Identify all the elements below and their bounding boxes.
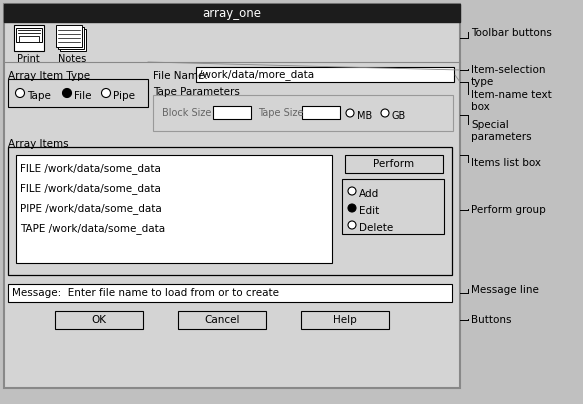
Bar	[60, 29, 86, 51]
Text: Items list box: Items list box	[471, 158, 541, 168]
Bar	[345, 155, 443, 173]
Text: Perform: Perform	[374, 159, 415, 169]
Bar	[213, 106, 251, 119]
Text: Item-name text
box: Item-name text box	[471, 90, 552, 112]
Text: GB: GB	[392, 111, 406, 121]
Text: MB: MB	[357, 111, 373, 121]
Bar	[4, 4, 460, 22]
Circle shape	[381, 109, 389, 117]
Text: File: File	[74, 91, 92, 101]
Text: Buttons: Buttons	[471, 315, 511, 325]
Text: Perform group: Perform group	[471, 205, 546, 215]
Circle shape	[348, 187, 356, 195]
Text: Array Items: Array Items	[8, 139, 69, 149]
Text: Message line: Message line	[471, 285, 539, 295]
Bar	[8, 147, 452, 275]
Text: File Name:: File Name:	[153, 71, 208, 81]
Circle shape	[348, 221, 356, 229]
Text: OK: OK	[92, 315, 107, 325]
Text: Print: Print	[17, 54, 40, 64]
Bar	[301, 311, 389, 329]
Text: Cancel: Cancel	[204, 315, 240, 325]
Text: FILE /work/data/some_data: FILE /work/data/some_data	[20, 183, 161, 194]
Bar	[14, 25, 44, 51]
Bar	[19, 36, 39, 42]
Circle shape	[62, 88, 72, 97]
Bar	[196, 67, 454, 82]
Text: PIPE /work/data/some_data: PIPE /work/data/some_data	[20, 203, 161, 214]
Bar	[58, 27, 84, 49]
Circle shape	[16, 88, 24, 97]
Text: Tape Size: Tape Size	[258, 108, 304, 118]
Bar	[153, 95, 453, 131]
Bar	[302, 106, 340, 119]
Bar	[16, 155, 332, 263]
Bar	[56, 25, 82, 47]
Text: Help: Help	[333, 315, 357, 325]
Text: Array Item Type: Array Item Type	[8, 71, 90, 81]
Text: Pipe: Pipe	[113, 91, 135, 101]
Text: Message:  Enter file name to load from or to create: Message: Enter file name to load from or…	[12, 288, 279, 298]
Bar	[16, 28, 42, 42]
Text: TAPE /work/data/some_data: TAPE /work/data/some_data	[20, 223, 165, 234]
Circle shape	[348, 204, 356, 212]
Circle shape	[101, 88, 111, 97]
Text: FILE /work/data/some_data: FILE /work/data/some_data	[20, 163, 161, 174]
Text: Special
parameters: Special parameters	[471, 120, 532, 141]
Bar	[178, 311, 266, 329]
Text: array_one: array_one	[202, 6, 262, 19]
Text: Add: Add	[359, 189, 380, 199]
Text: Item-selection
type: Item-selection type	[471, 65, 546, 86]
Bar	[4, 4, 460, 388]
Bar	[8, 284, 452, 302]
Text: Block Size: Block Size	[162, 108, 212, 118]
Text: Edit: Edit	[359, 206, 380, 216]
Text: Delete: Delete	[359, 223, 394, 233]
Text: Tape Parameters: Tape Parameters	[153, 87, 240, 97]
Circle shape	[346, 109, 354, 117]
Bar	[8, 79, 148, 107]
Text: Tape: Tape	[27, 91, 51, 101]
Bar	[55, 311, 143, 329]
Text: /work/data/more_data: /work/data/more_data	[199, 69, 314, 80]
Text: Notes: Notes	[58, 54, 86, 64]
Bar	[342, 179, 444, 234]
Text: Toolbar buttons: Toolbar buttons	[471, 28, 552, 38]
